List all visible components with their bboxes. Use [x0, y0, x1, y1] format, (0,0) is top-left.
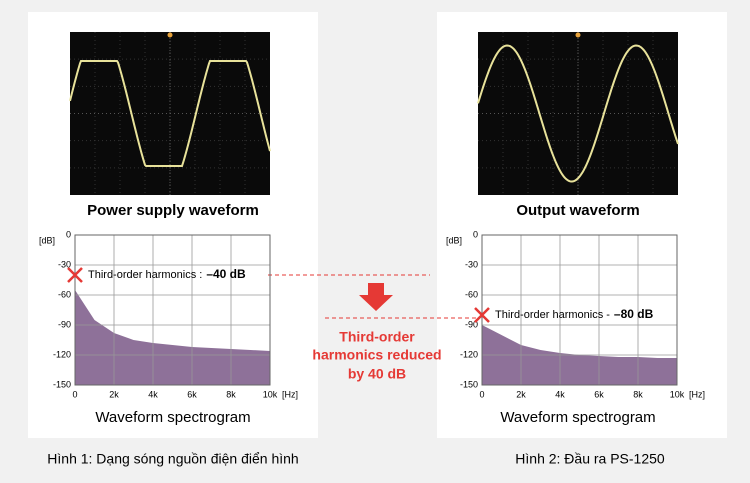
- note: by 40 dB: [348, 366, 406, 382]
- x-tick-label: 6k: [187, 389, 197, 399]
- x-tick-label: 4k: [555, 389, 565, 399]
- y-tick-label: -60: [58, 289, 71, 299]
- note: Third-order: [339, 329, 415, 345]
- y-tick-label: -30: [465, 259, 478, 269]
- caption: Hình 1: Dạng sóng nguồn điện điển hình: [47, 451, 298, 467]
- x-tick-label: 0: [479, 389, 484, 399]
- y-tick-label: 0: [473, 229, 478, 239]
- x-tick-label: 10k: [263, 389, 278, 399]
- annotation: Third-order harmonics :: [88, 269, 202, 281]
- y-tick-label: -90: [58, 319, 71, 329]
- annotation: Third-order harmonics -: [495, 309, 610, 321]
- y-unit: [dB]: [446, 235, 462, 245]
- y-tick-label: -90: [465, 319, 478, 329]
- x-tick-label: 0: [72, 389, 77, 399]
- x-axis-label: Waveform spectrogram: [95, 409, 250, 426]
- x-tick-label: 2k: [109, 389, 119, 399]
- note: harmonics reduced: [312, 347, 441, 363]
- harmonic-marker: [67, 267, 83, 283]
- y-tick-label: -120: [460, 349, 478, 359]
- y-tick-label: 0: [66, 229, 71, 239]
- x-tick-label: 2k: [516, 389, 526, 399]
- y-tick-label: -60: [465, 289, 478, 299]
- x-tick-label: 10k: [670, 389, 685, 399]
- x-tick-label: 6k: [594, 389, 604, 399]
- plot-frame: [74, 234, 271, 386]
- x-unit: [Hz]: [689, 389, 705, 399]
- y-tick-label: -120: [53, 349, 71, 359]
- down-arrow: [359, 283, 393, 311]
- waveform: [69, 60, 271, 167]
- trigger-marker: [167, 32, 173, 38]
- plot-frame: [481, 234, 678, 386]
- spectrum-area: [75, 290, 270, 385]
- caption: Hình 2: Đầu ra PS-1250: [515, 451, 665, 467]
- y-tick-label: -30: [58, 259, 71, 269]
- harmonic-label: –40 dB: [206, 267, 246, 281]
- x-tick-label: 8k: [633, 389, 643, 399]
- y-tick-label: -150: [53, 379, 71, 389]
- chart-title: Power supply waveform: [87, 202, 259, 219]
- harmonic-label: –80 dB: [614, 307, 654, 321]
- x-unit: [Hz]: [282, 389, 298, 399]
- y-tick-label: -150: [460, 379, 478, 389]
- waveform: [477, 44, 679, 183]
- harmonic-marker: [474, 307, 490, 323]
- x-tick-label: 4k: [148, 389, 158, 399]
- x-tick-label: 8k: [226, 389, 236, 399]
- x-axis-label: Waveform spectrogram: [500, 409, 655, 426]
- trigger-marker: [575, 32, 581, 38]
- y-unit: [dB]: [39, 235, 55, 245]
- chart-title: Output waveform: [516, 202, 639, 219]
